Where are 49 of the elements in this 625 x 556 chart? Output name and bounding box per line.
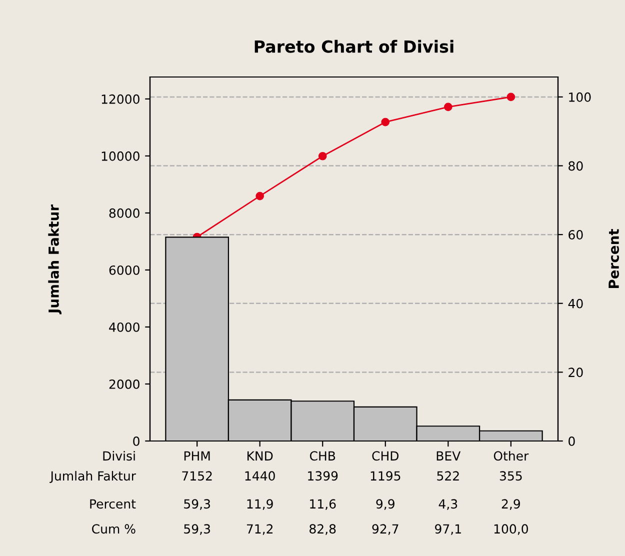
y-tick-label: 10000	[102, 151, 140, 161]
y-tick-label: 0	[133, 436, 140, 446]
data-label: 82,8	[310, 524, 336, 535]
data-label: 7152	[182, 471, 212, 481]
point	[506, 92, 516, 102]
text: Cum %	[92, 524, 136, 534]
data-label: 59,3	[184, 524, 210, 535]
data-label: 1440	[245, 471, 275, 481]
y2-axis-title: Percent	[608, 229, 619, 288]
data-label: 71,2	[246, 524, 273, 535]
text: Percent	[90, 499, 136, 509]
chart-title: Pareto Chart of Divisi	[254, 40, 454, 53]
y-tick-label: 12000	[102, 94, 140, 104]
data-label: 1195	[370, 471, 400, 481]
y-tick-label: 6000	[109, 265, 140, 275]
text: 2,9	[502, 499, 520, 510]
data-label: 522	[437, 471, 459, 481]
point	[318, 152, 327, 160]
text: 11,9	[247, 499, 273, 510]
text: 59,3	[184, 499, 210, 510]
data-label: 97,1	[435, 524, 461, 535]
x-tick-label: Other	[494, 450, 529, 461]
text: 11,6	[310, 499, 336, 510]
data-label: 92,7	[372, 524, 398, 535]
x-tick-label: CHD	[372, 451, 399, 461]
x-tick-label: PHM	[184, 451, 210, 460]
data-label: 355	[500, 471, 522, 481]
y2-tick-label: 100	[569, 92, 591, 102]
x-axis-title: Divisi	[103, 450, 135, 461]
text: 9,9	[376, 499, 394, 510]
y2-tick-label: 0	[568, 436, 575, 446]
y-tick-label: 4000	[109, 322, 140, 332]
y-tick-label: 8000	[109, 208, 140, 218]
x-tick-label: CHB	[310, 451, 336, 461]
y2-tick-label: 40	[568, 298, 583, 308]
x-tick-label: KND	[247, 451, 273, 460]
text: Jumlah Faktur	[50, 470, 136, 483]
y2-tick-label: 20	[568, 368, 583, 378]
y-tick-label: 2000	[109, 379, 140, 389]
y-axis-title: Jumlah Faktur	[48, 204, 62, 314]
y2-tick-label: 80	[568, 161, 583, 171]
point	[256, 192, 264, 200]
y2-tick-label: 60	[568, 230, 583, 240]
point	[444, 102, 452, 112]
data-label: 100,0	[494, 524, 528, 535]
text: 4,3	[438, 499, 458, 510]
data-label: 1399	[308, 471, 338, 481]
x-tick-label: BEV	[436, 451, 461, 460]
point	[381, 118, 390, 126]
